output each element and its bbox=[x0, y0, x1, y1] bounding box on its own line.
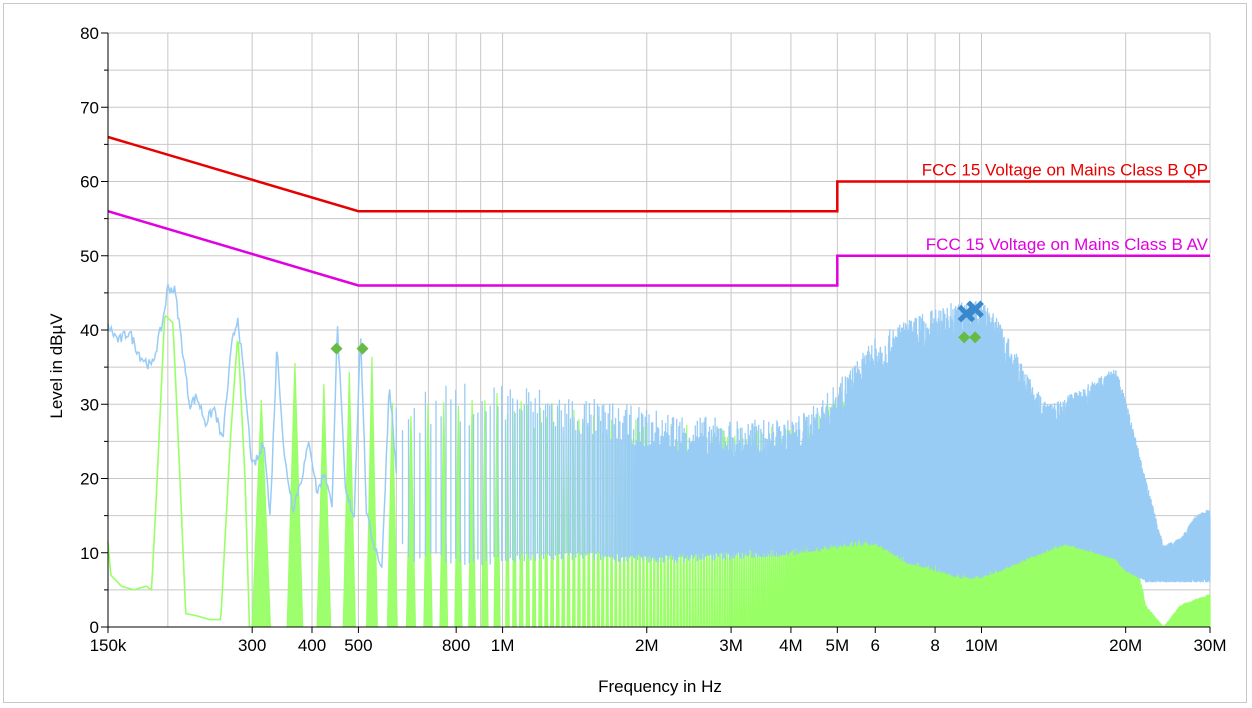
series-layer bbox=[107, 283, 1211, 628]
limit-layer: FCC 15 Voltage on Mains Class B QP FCC 15… bbox=[107, 135, 1210, 287]
x-tick-label: 2M bbox=[635, 636, 659, 655]
x-tick-label: 10M bbox=[965, 636, 998, 655]
y-tick-label: 30 bbox=[80, 395, 99, 414]
x-tick-label: 6 bbox=[871, 636, 880, 655]
x-tick-label: 4M bbox=[779, 636, 803, 655]
y-tick-label: 10 bbox=[80, 544, 99, 563]
x-tick-label: 3M bbox=[719, 636, 743, 655]
limit-line-qp bbox=[107, 135, 1210, 213]
x-marker bbox=[966, 300, 984, 318]
x-marker-stroke bbox=[966, 300, 984, 318]
x-tick-label: 20M bbox=[1109, 636, 1142, 655]
y-tick-label: 0 bbox=[90, 618, 99, 637]
x-tick-label: 300 bbox=[238, 636, 266, 655]
limit-label-qp: FCC 15 Voltage on Mains Class B QP bbox=[922, 161, 1208, 180]
average-trace-low-band bbox=[107, 314, 251, 628]
diamond-marker bbox=[958, 331, 971, 344]
peak-trace-low-band bbox=[107, 283, 398, 569]
diamond-marker bbox=[356, 342, 369, 355]
limit-label-av: FCC 15 Voltage on Mains Class B AV bbox=[926, 235, 1209, 254]
x-marker bbox=[957, 304, 976, 323]
x-tick-label: 150k bbox=[90, 636, 127, 655]
y-tick-label: 80 bbox=[80, 24, 99, 43]
y-tick-label: 60 bbox=[80, 173, 99, 192]
y-tick-label: 40 bbox=[80, 321, 99, 340]
y-tick-label: 20 bbox=[80, 470, 99, 489]
peak-trace bbox=[395, 301, 1211, 583]
diamond-marker bbox=[969, 331, 982, 344]
y-tick-label: 70 bbox=[80, 98, 99, 117]
x-tick-label: 5M bbox=[826, 636, 850, 655]
marker-layer bbox=[330, 300, 984, 355]
x-marker-stroke bbox=[957, 304, 976, 323]
x-tick-label: 1M bbox=[491, 636, 515, 655]
x-axis-title: Frequency in Hz bbox=[598, 677, 722, 696]
y-tick-label: 50 bbox=[80, 247, 99, 266]
x-tick-label: 400 bbox=[298, 636, 326, 655]
axes: 0 10 20 30 40 50 60 70 80 150k 300 400 500 800 1M 2M 3M 4… bbox=[80, 24, 1226, 655]
x-tick-label: 30M bbox=[1193, 636, 1226, 655]
x-tick-label: 800 bbox=[442, 636, 470, 655]
diamond-marker bbox=[330, 342, 343, 355]
limit-line-av bbox=[107, 210, 1210, 287]
x-tick-label: 500 bbox=[344, 636, 372, 655]
x-tick-label: 8 bbox=[930, 636, 939, 655]
y-axis-title: Level in dBµV bbox=[47, 313, 66, 419]
